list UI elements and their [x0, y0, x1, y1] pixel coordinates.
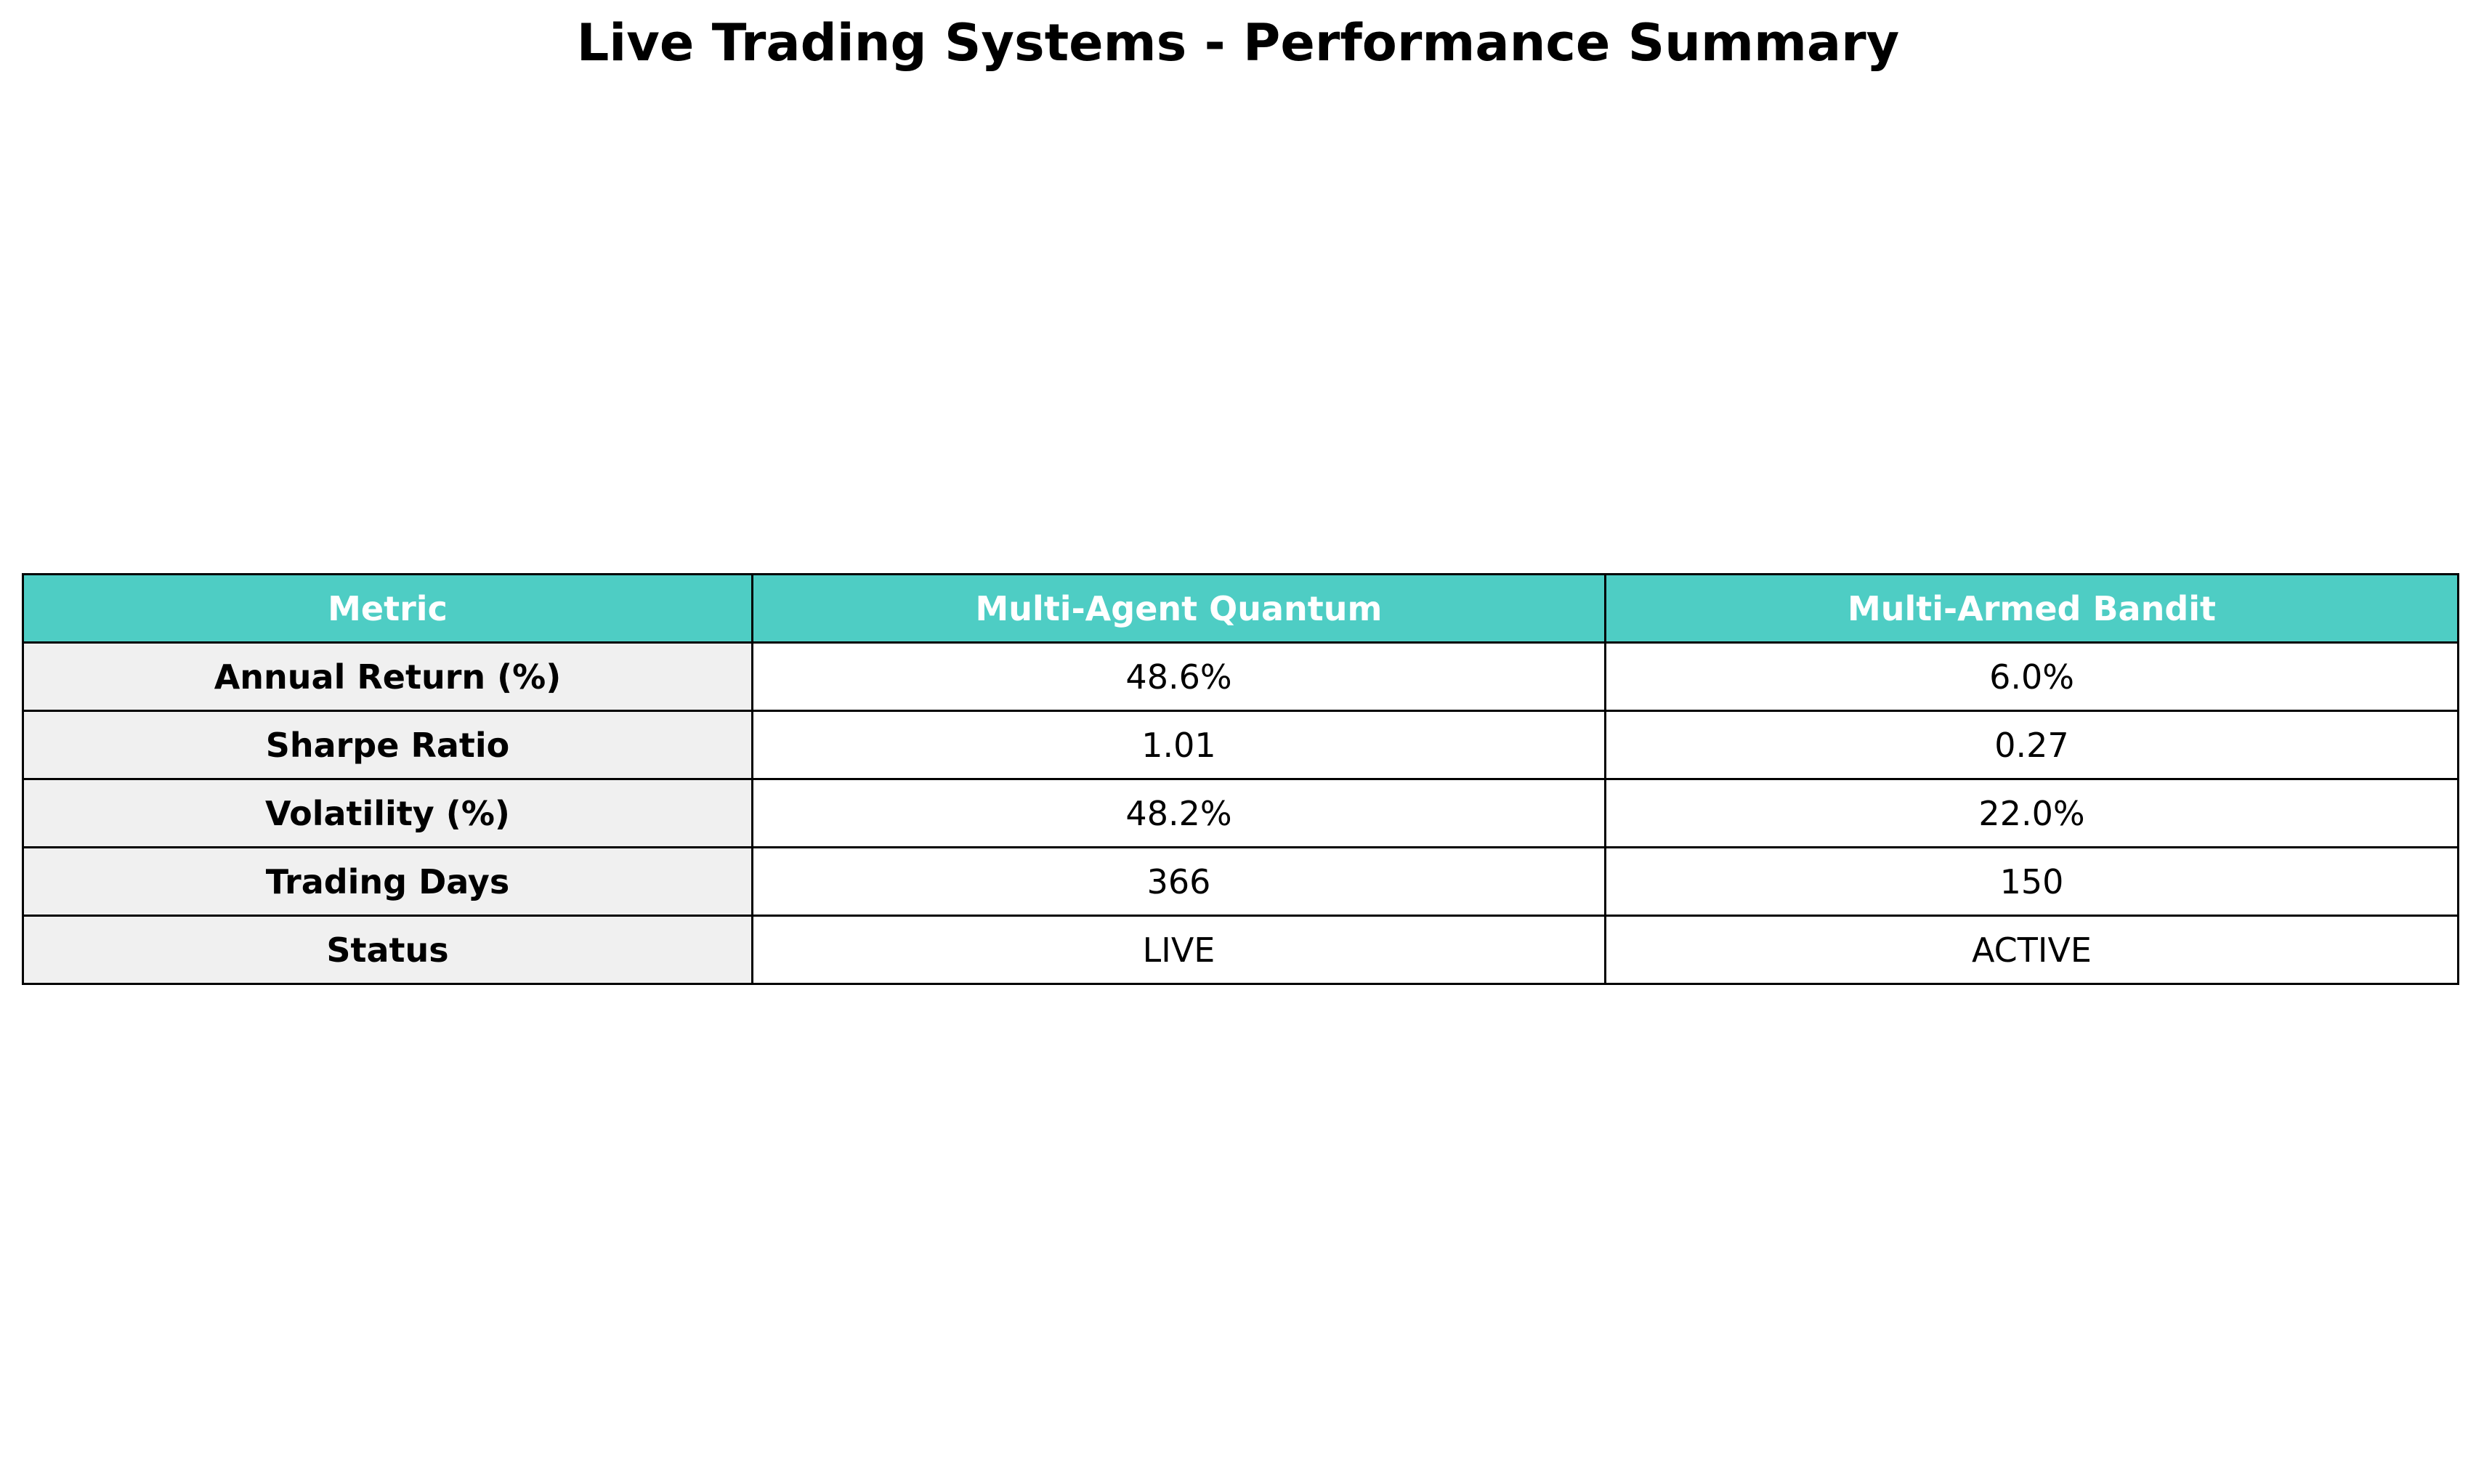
- table-cell: 366: [751, 846, 1606, 917]
- column-header-multi-armed-bandit: Multi-Armed Bandit: [1604, 573, 2459, 644]
- table-cell: 1.01: [751, 710, 1606, 780]
- chart-title: Live Trading Systems - Performance Summa…: [576, 13, 1900, 73]
- performance-summary-table: Metric Multi-Agent Quantum Multi-Armed B…: [22, 573, 2459, 985]
- table-cell: 6.0%: [1604, 641, 2459, 712]
- metric-label: Sharpe Ratio: [22, 710, 753, 780]
- metric-label: Trading Days: [22, 846, 753, 917]
- table-row: Trading Days 366 150: [22, 846, 2459, 917]
- column-header-multi-agent-quantum: Multi-Agent Quantum: [751, 573, 1606, 644]
- metric-label: Volatility (%): [22, 778, 753, 848]
- table-row: Annual Return (%) 48.6% 6.0%: [22, 641, 2459, 712]
- table-row: Volatility (%) 48.2% 22.0%: [22, 778, 2459, 848]
- table-cell: 0.27: [1604, 710, 2459, 780]
- table-cell: 48.6%: [751, 641, 1606, 712]
- table-cell: 48.2%: [751, 778, 1606, 848]
- table-cell: 22.0%: [1604, 778, 2459, 848]
- table-header-row: Metric Multi-Agent Quantum Multi-Armed B…: [22, 573, 2459, 644]
- table-row: Sharpe Ratio 1.01 0.27: [22, 710, 2459, 780]
- table-row: Status LIVE ACTIVE: [22, 915, 2459, 985]
- table-cell: LIVE: [751, 915, 1606, 985]
- table-cell: ACTIVE: [1604, 915, 2459, 985]
- table-cell: 150: [1604, 846, 2459, 917]
- metric-label: Annual Return (%): [22, 641, 753, 712]
- metric-label: Status: [22, 915, 753, 985]
- column-header-metric: Metric: [22, 573, 753, 644]
